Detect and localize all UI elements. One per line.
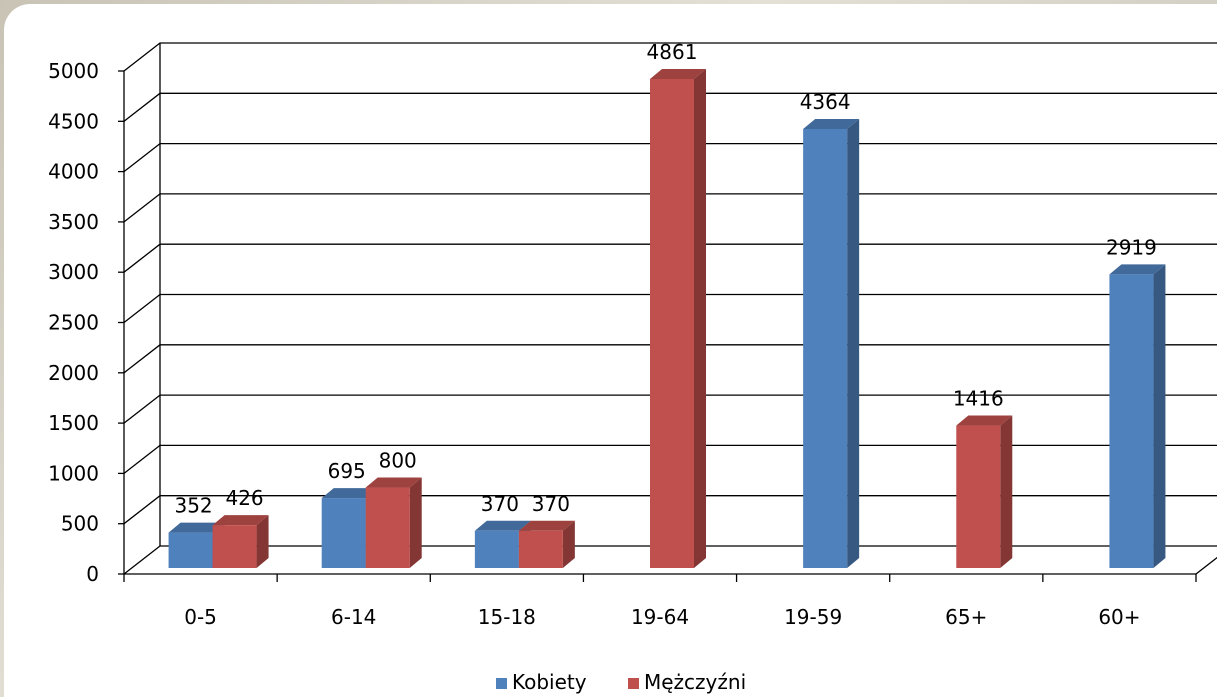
floor-right-edge — [1195, 556, 1217, 575]
bar-front — [212, 525, 257, 568]
y-tick-label: 4500 — [48, 109, 99, 133]
data-label: 4861 — [647, 40, 698, 64]
y-tick-label: 1000 — [48, 461, 99, 485]
bar-top — [212, 515, 269, 526]
bar — [518, 520, 575, 568]
bar-top — [650, 68, 706, 79]
bar-front — [474, 530, 519, 568]
y-tick-label: 4000 — [48, 160, 99, 184]
bar — [212, 515, 269, 568]
bar-side — [847, 118, 860, 568]
x-tick-labels: 0-5 6-14 15-18 19-64 19-59 65+ 60+ — [123, 574, 1197, 629]
data-label: 800 — [379, 449, 417, 473]
bar-top — [518, 520, 575, 531]
data-label: 1416 — [953, 387, 1004, 411]
y-tick-label: 3500 — [48, 210, 99, 234]
legend: Kobiety Mężczyźni — [496, 670, 746, 694]
bar-top — [321, 488, 378, 499]
data-label: 370 — [532, 492, 570, 516]
bar-top — [1109, 264, 1166, 275]
bar-top — [365, 477, 422, 488]
legend-label: Kobiety — [512, 670, 587, 694]
x-tick-label: 65+ — [945, 605, 987, 629]
bar-top — [956, 415, 1013, 426]
x-tick-label: 60+ — [1098, 605, 1140, 629]
bar-side — [1000, 415, 1013, 568]
bar-front — [168, 532, 213, 568]
bar-top — [168, 522, 225, 533]
y-tick-label: 1500 — [48, 411, 99, 435]
data-label: 352 — [174, 494, 212, 518]
x-tick-label: 15-18 — [478, 605, 536, 629]
x-tick-label: 19-64 — [631, 605, 689, 629]
bar-chart-3d: 0 500 1000 1500 2000 2500 3000 3500 4000 4500 5000… — [48, 40, 1217, 694]
data-label: 4364 — [800, 90, 851, 114]
bar-side — [1153, 264, 1166, 568]
y-tick-labels: 0 500 1000 1500 2000 2500 3000 3500 4000 4500 5000 — [48, 59, 124, 586]
chart-panel: 0 500 1000 1500 2000 2500 3000 3500 4000 4500 5000… — [4, 4, 1217, 697]
y-tick-label: 3000 — [48, 260, 99, 284]
y-tick-label: 2500 — [48, 311, 99, 335]
bar-side — [409, 477, 422, 568]
bar-top — [803, 118, 860, 129]
legend-swatch — [496, 678, 507, 689]
bar-side — [256, 515, 269, 568]
bar-front — [321, 498, 366, 568]
data-label: 370 — [481, 492, 519, 516]
bar-front — [650, 78, 694, 568]
y-tick-label: 0 — [86, 562, 99, 586]
bar-front — [365, 487, 410, 568]
bar-front — [956, 425, 1001, 568]
bar-front — [803, 128, 848, 568]
data-label: 2919 — [1106, 235, 1157, 259]
data-labels: 352 426 695 800 370 370 4861 4364 1416 2919 — [174, 40, 1156, 518]
data-label: 695 — [328, 459, 366, 483]
bar-front — [1109, 274, 1154, 568]
bar — [956, 415, 1013, 568]
bar-side — [562, 520, 575, 568]
bar-side — [694, 68, 706, 568]
bar — [1109, 264, 1166, 568]
x-tick-label: 0-5 — [184, 605, 217, 629]
y-tick-label: 5000 — [48, 59, 99, 83]
bar-front — [518, 530, 563, 568]
bars — [168, 68, 1166, 568]
bar-top — [474, 520, 531, 531]
y-tick-label: 2000 — [48, 361, 99, 385]
legend-swatch — [628, 678, 639, 689]
x-tick-label: 6-14 — [331, 605, 376, 629]
bar — [650, 68, 706, 568]
gridlines — [123, 42, 1217, 575]
bar — [803, 118, 860, 568]
x-tick-label: 19-59 — [784, 605, 842, 629]
data-label: 426 — [225, 486, 263, 510]
y-tick-label: 500 — [61, 512, 99, 536]
bar — [365, 477, 422, 568]
legend-label: Mężczyźni — [644, 670, 746, 694]
